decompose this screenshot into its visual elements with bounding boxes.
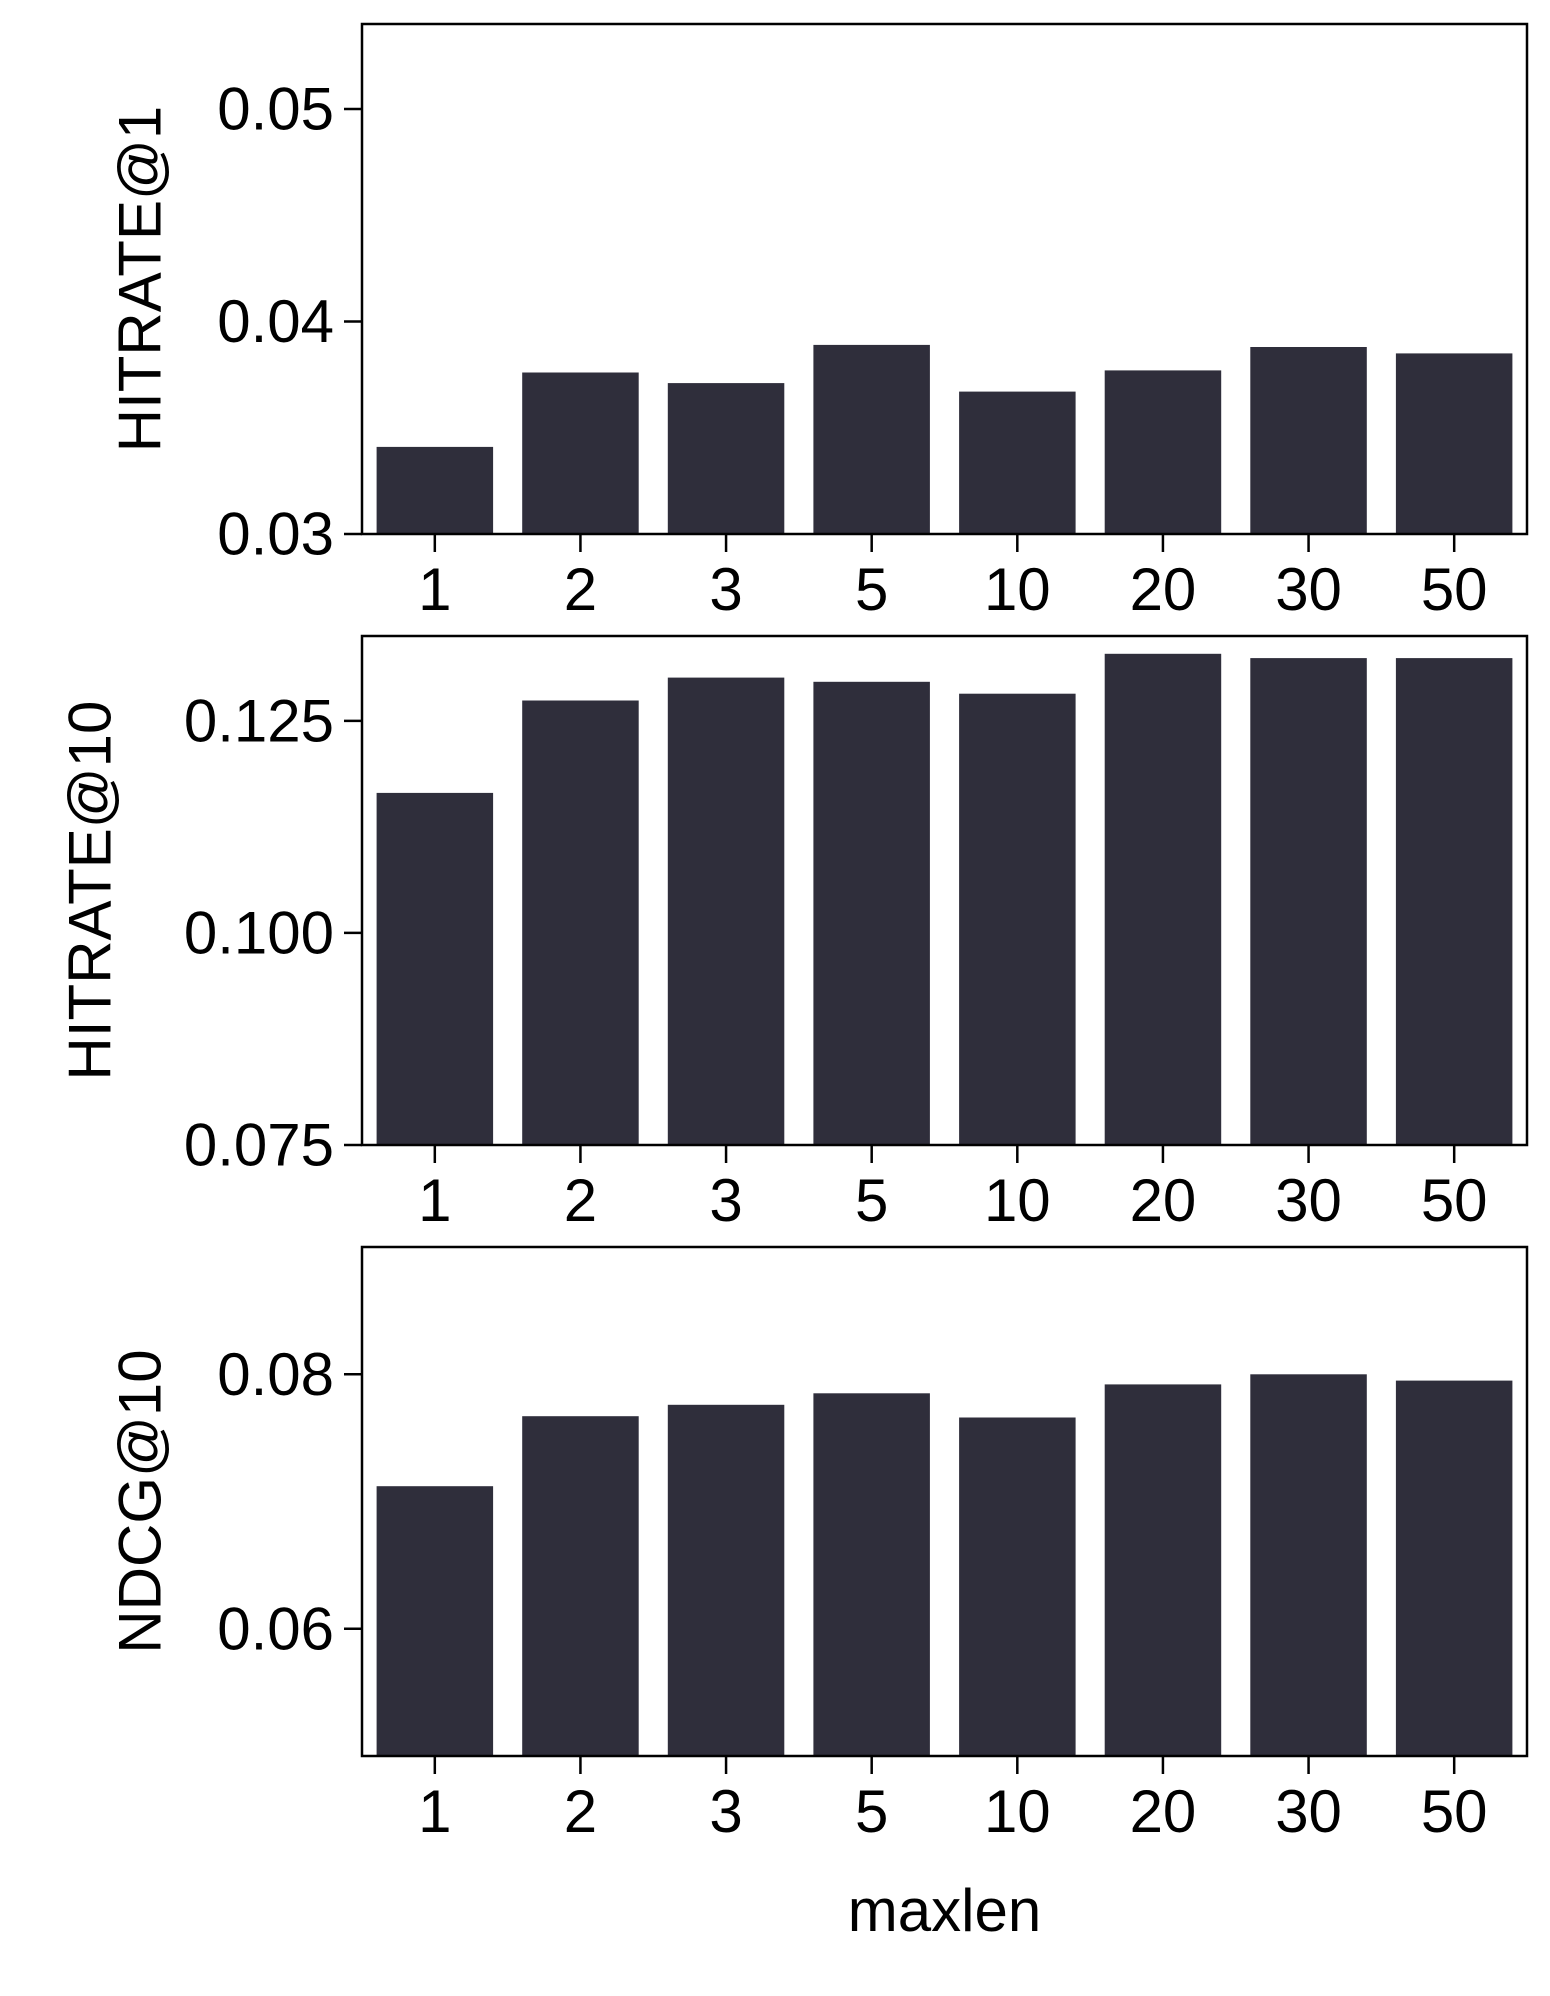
- bar: [1395, 1380, 1513, 1756]
- chart-panel-3: 0.06 0.08 1 2 3 5 10 20 30 50 NDCG@10 maxlen: [107, 1245, 1529, 1944]
- x-tick-label: 1: [418, 1778, 451, 1845]
- x-tick-label: 1: [418, 1167, 451, 1234]
- bar: [1250, 347, 1367, 534]
- x-tick-label: 20: [1130, 1167, 1197, 1234]
- bar: [1395, 353, 1513, 534]
- y-tick-label: 0.075: [184, 1112, 334, 1179]
- plot-frame: [360, 1245, 1529, 1758]
- bar: [959, 693, 1076, 1145]
- bar: [1250, 658, 1367, 1145]
- x-tick-label: 2: [564, 556, 597, 623]
- bar: [522, 372, 639, 534]
- chart-panel-2: 0.075 0.100 0.125 1 2 3 5 10 20 30 50 HITRATE@10: [57, 634, 1529, 1234]
- x-tick-label: 5: [855, 1778, 888, 1845]
- x-tick-label: 5: [855, 1167, 888, 1234]
- x-tick-label: 50: [1421, 1167, 1488, 1234]
- bar: [522, 1416, 639, 1756]
- bar: [376, 446, 494, 534]
- y-tick-label: 0.125: [184, 687, 334, 754]
- x-tick-label: 5: [855, 556, 888, 623]
- bar: [813, 344, 930, 534]
- x-tick-label: 20: [1130, 1778, 1197, 1845]
- bar: [959, 1417, 1076, 1756]
- x-tick-label: 1: [418, 556, 451, 623]
- x-tick-label: 2: [564, 1167, 597, 1234]
- y-tick-label: 0.08: [217, 1341, 334, 1408]
- x-tick-label: 50: [1421, 556, 1488, 623]
- y-tick-label: 0.05: [217, 76, 334, 143]
- x-tick-label: 10: [984, 1778, 1051, 1845]
- x-tick-label: 10: [984, 556, 1051, 623]
- bar: [1395, 658, 1513, 1145]
- bar: [1104, 370, 1222, 534]
- bar: [1104, 1384, 1222, 1756]
- y-tick-label: 0.03: [217, 501, 334, 568]
- y-tick-label: 0.04: [217, 288, 334, 355]
- y-axis-label: HITRATE@1: [107, 106, 174, 453]
- x-tick-label: 30: [1275, 1778, 1342, 1845]
- x-tick-label: 30: [1275, 556, 1342, 623]
- x-tick-label: 3: [709, 1778, 742, 1845]
- x-axis-label: maxlen: [848, 1877, 1041, 1944]
- y-axis-label: HITRATE@10: [57, 701, 124, 1081]
- bar: [1250, 1374, 1367, 1757]
- x-tick-label: 3: [709, 556, 742, 623]
- x-tick-label: 50: [1421, 1778, 1488, 1845]
- bar: [667, 677, 785, 1145]
- x-tick-label: 3: [709, 1167, 742, 1234]
- bar: [813, 1393, 930, 1756]
- bar: [522, 700, 639, 1145]
- y-tick-label: 0.06: [217, 1595, 334, 1662]
- x-tick-label: 10: [984, 1167, 1051, 1234]
- plot-frame: [360, 22, 1529, 536]
- plot-frame: [360, 634, 1529, 1147]
- y-tick-label: 0.100: [184, 899, 334, 966]
- bar: [376, 792, 494, 1145]
- x-tick-label: 2: [564, 1778, 597, 1845]
- bar: [1104, 653, 1222, 1145]
- chart-panel-1: 0.03 0.04 0.05 1 2 3 5 10 20 30 50 HITRATE@1: [107, 22, 1529, 623]
- y-axis-label: NDCG@10: [107, 1349, 174, 1653]
- bar: [959, 391, 1076, 534]
- x-tick-label: 30: [1275, 1167, 1342, 1234]
- x-tick-label: 20: [1130, 556, 1197, 623]
- bar: [667, 383, 785, 534]
- bar: [376, 1486, 494, 1756]
- bar: [813, 681, 930, 1145]
- bar: [667, 1404, 785, 1756]
